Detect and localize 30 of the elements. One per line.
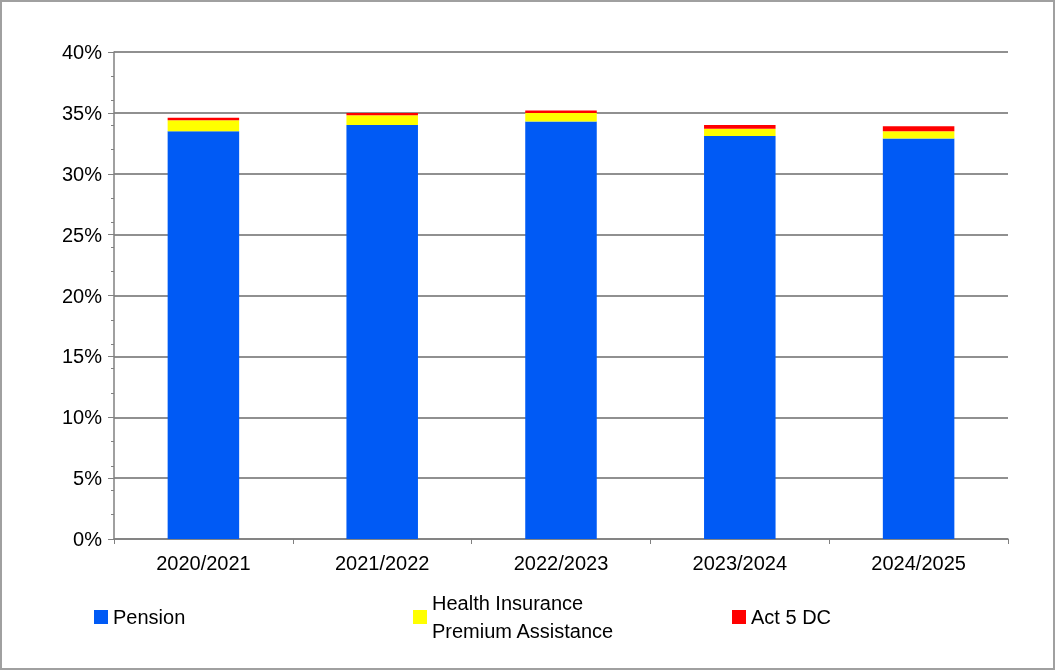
y-tick-label: 30% [61,162,103,185]
bar [704,136,776,539]
y-tick-label: 5% [73,467,103,490]
bar [346,125,418,539]
x-tick-label: 2022/2023 [513,552,609,574]
bar [167,131,240,539]
bar [346,115,418,126]
y-tick-label: 25% [61,223,103,246]
y-tick-label: 10% [61,406,103,429]
legend-label: Act 5 DC [751,606,832,628]
y-tick-label: 15% [61,345,103,368]
x-tick-label: 2020/2021 [156,552,251,574]
legend-label: Health Insurance Premium Assistance [432,592,614,642]
y-tick-label: 20% [61,284,103,307]
bar [704,125,776,129]
bar [525,110,597,113]
y-tick-label: 0% [73,528,103,550]
bar [525,112,597,122]
y-tick-label: 40% [61,41,103,63]
bar [167,120,240,132]
x-tick-label: 2021/2022 [334,552,430,574]
x-tick-label: 2024/2025 [871,552,966,574]
bar [882,131,955,139]
x-tick-label: 2023/2024 [692,552,788,574]
y-tick-label: 35% [61,101,103,124]
bar [882,138,955,539]
bar [882,126,955,132]
bar [704,128,776,137]
legend-label: Pension [113,606,186,628]
bar [525,121,597,539]
